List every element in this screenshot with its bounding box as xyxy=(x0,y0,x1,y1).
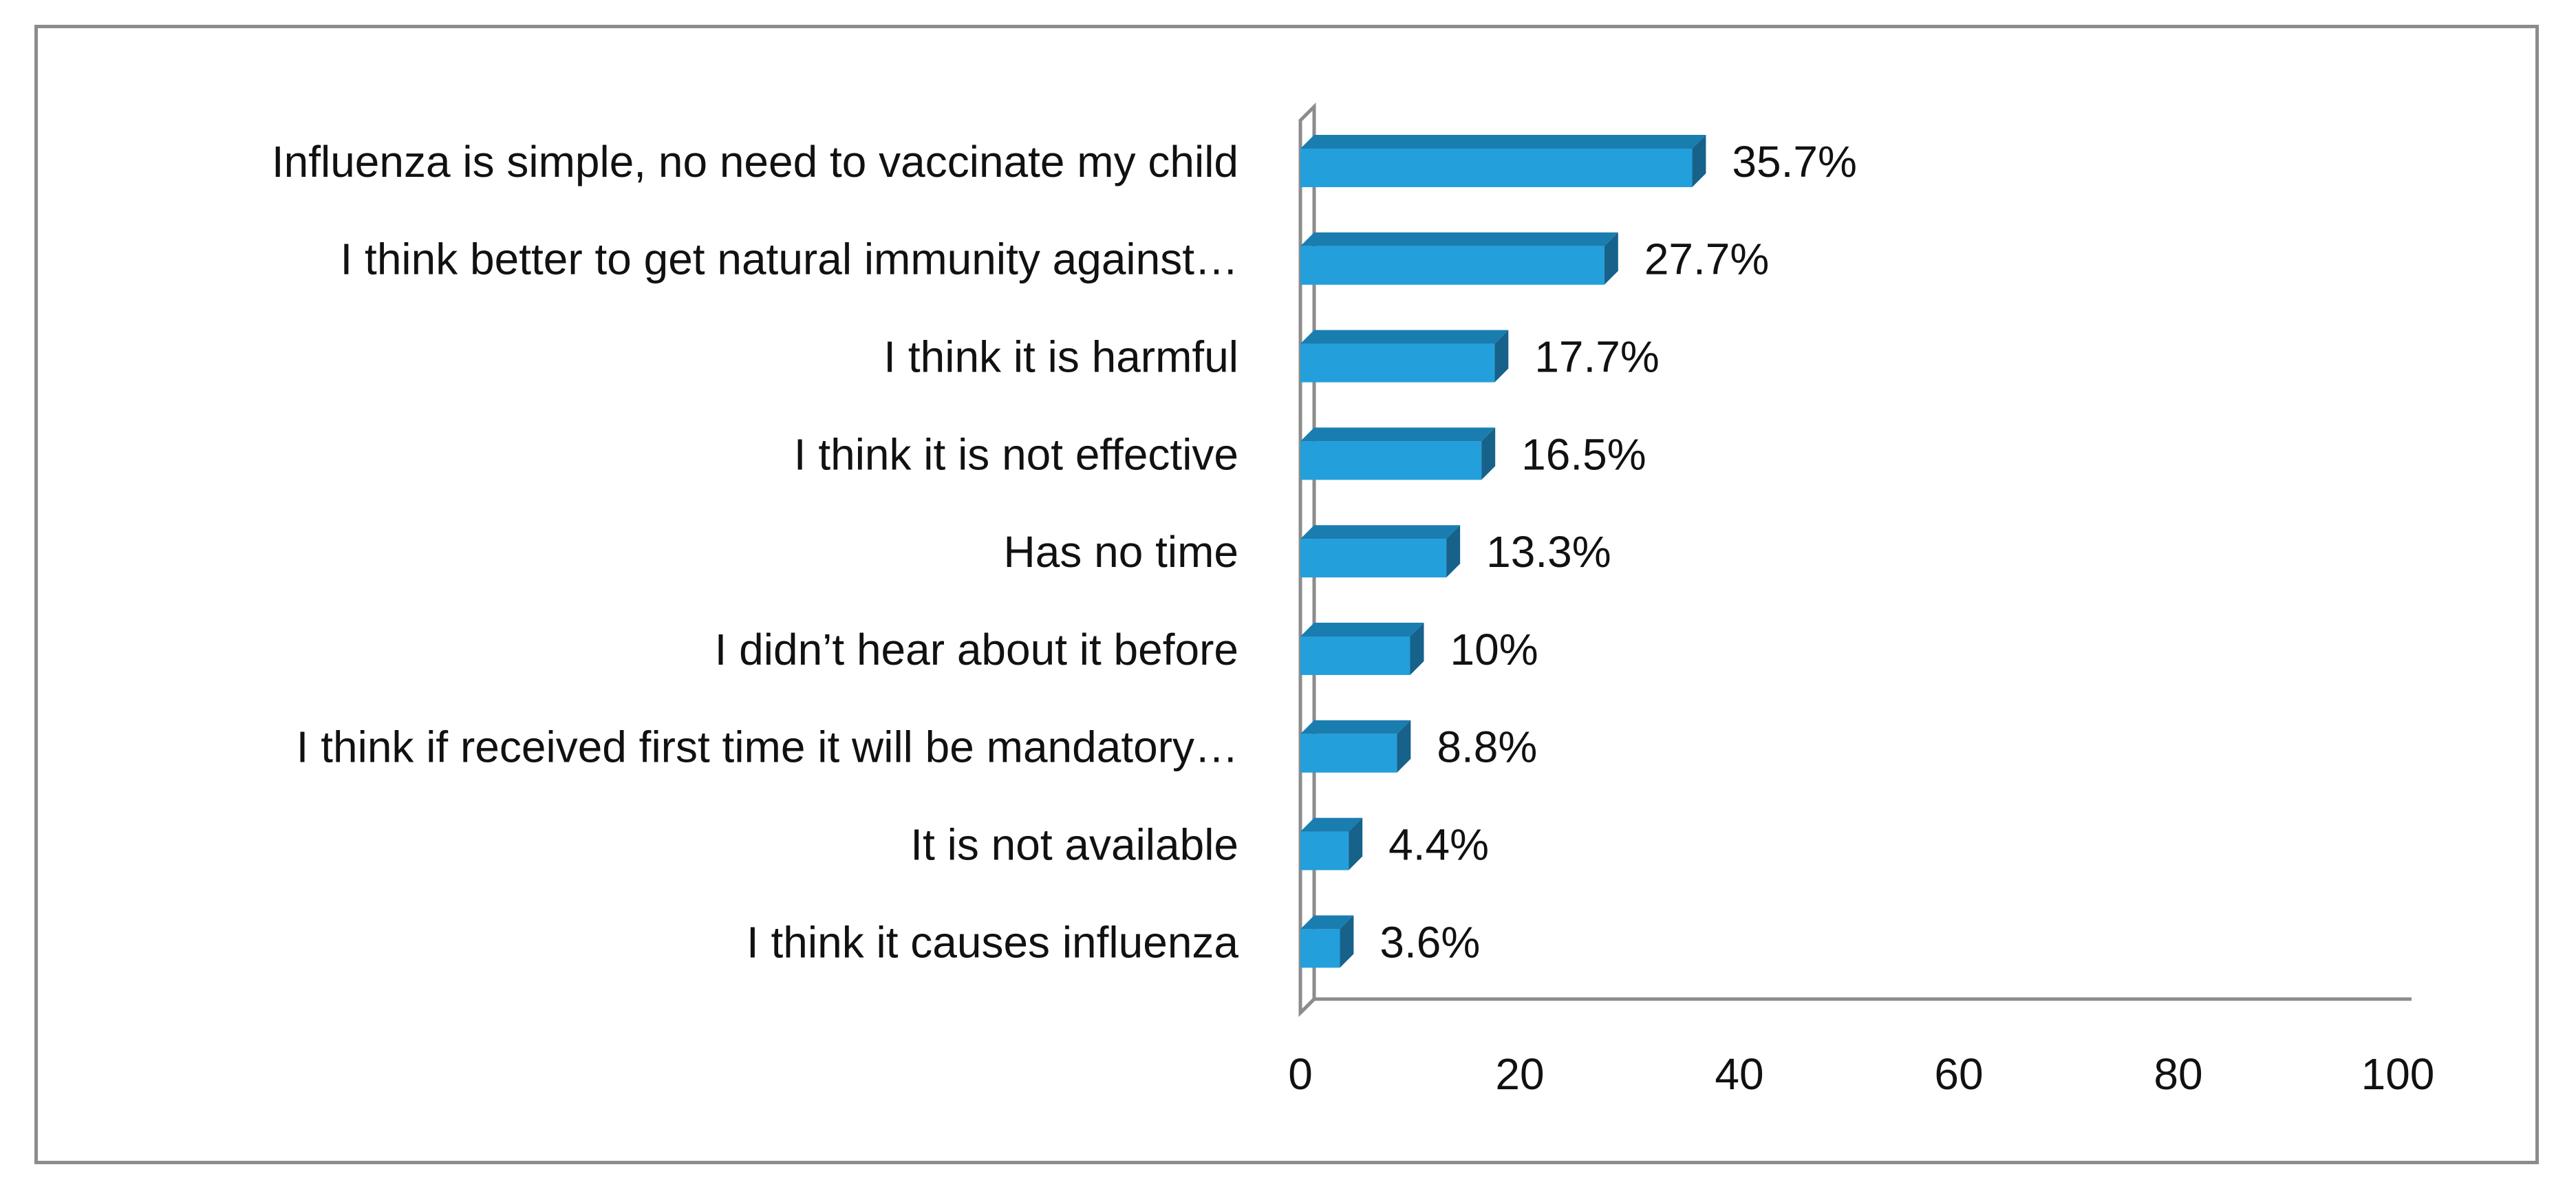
data-label: 4.4% xyxy=(1388,820,1489,870)
x-axis-ticks: 0 20 40 60 80 100 xyxy=(1288,1049,2434,1099)
x-tick-label: 0 xyxy=(1288,1049,1313,1099)
data-label: 16.5% xyxy=(1521,429,1646,479)
bar-front xyxy=(1300,343,1495,383)
bar-top xyxy=(1300,525,1461,539)
bar-top xyxy=(1300,915,1354,930)
bar-top xyxy=(1300,427,1496,442)
category-label: I think it is harmful xyxy=(883,332,1238,382)
bar-side xyxy=(1692,135,1706,187)
category-label: I think it is not effective xyxy=(794,429,1238,479)
data-label: 27.7% xyxy=(1644,235,1769,284)
bar-top xyxy=(1300,232,1618,246)
bar-front xyxy=(1300,636,1410,675)
data-label: 10% xyxy=(1450,625,1538,674)
bar-side xyxy=(1410,623,1424,675)
bar-front xyxy=(1300,539,1447,578)
bar xyxy=(1300,623,1424,675)
bar xyxy=(1300,720,1411,773)
bar-top xyxy=(1300,330,1509,344)
bar-front xyxy=(1300,441,1482,480)
category-label: Influenza is simple, no need to vaccinat… xyxy=(272,137,1238,186)
category-label: I didn’t hear about it before xyxy=(715,625,1238,674)
category-label: I think if received first time it will b… xyxy=(297,722,1238,772)
category-label: I think it causes influenza xyxy=(747,917,1238,967)
data-label: 3.6% xyxy=(1380,917,1480,967)
bar-front xyxy=(1300,246,1604,285)
bar-front xyxy=(1300,733,1397,773)
data-label: 13.3% xyxy=(1486,527,1611,577)
x-tick-label: 80 xyxy=(2154,1049,2202,1099)
x-axis-line xyxy=(1299,997,2412,1014)
category-label: I think better to get natural immunity a… xyxy=(340,235,1238,284)
bar xyxy=(1300,232,1618,285)
x-tick-label: 60 xyxy=(1934,1049,1983,1099)
bar-side xyxy=(1481,427,1496,480)
bar xyxy=(1300,817,1363,870)
bar-front xyxy=(1300,149,1693,187)
bar-top xyxy=(1300,817,1363,832)
bar-top xyxy=(1300,720,1411,734)
chart-frame xyxy=(34,25,2539,1164)
bar-series xyxy=(1300,135,1706,968)
category-label: It is not available xyxy=(910,820,1238,870)
category-labels: Influenza is simple, no need to vaccinat… xyxy=(272,137,1239,967)
category-label: Has no time xyxy=(1004,527,1238,577)
bar xyxy=(1300,525,1461,578)
bar-top xyxy=(1300,135,1706,149)
bar xyxy=(1300,135,1706,187)
bar-side xyxy=(1340,915,1354,968)
bar-side xyxy=(1349,817,1363,870)
bar xyxy=(1300,427,1496,480)
data-label: 17.7% xyxy=(1534,332,1659,382)
bar xyxy=(1300,915,1354,968)
bar-side xyxy=(1397,720,1411,773)
bar-side xyxy=(1604,232,1618,285)
bar-front xyxy=(1300,929,1340,968)
x-tick-label: 100 xyxy=(2361,1049,2435,1099)
bar-front xyxy=(1300,831,1349,870)
bar xyxy=(1300,330,1509,383)
bar-side xyxy=(1494,330,1509,383)
x-tick-label: 20 xyxy=(1495,1049,1544,1099)
bar-top xyxy=(1300,623,1424,636)
data-labels: 35.7% 27.7% 17.7% 16.5% 13.3% 10% 8.8% 4.4% 3.6% xyxy=(1380,137,1856,967)
x-tick-label: 40 xyxy=(1715,1049,1763,1099)
bar-side xyxy=(1446,525,1461,578)
data-label: 35.7% xyxy=(1732,137,1856,186)
data-label: 8.8% xyxy=(1437,722,1537,772)
